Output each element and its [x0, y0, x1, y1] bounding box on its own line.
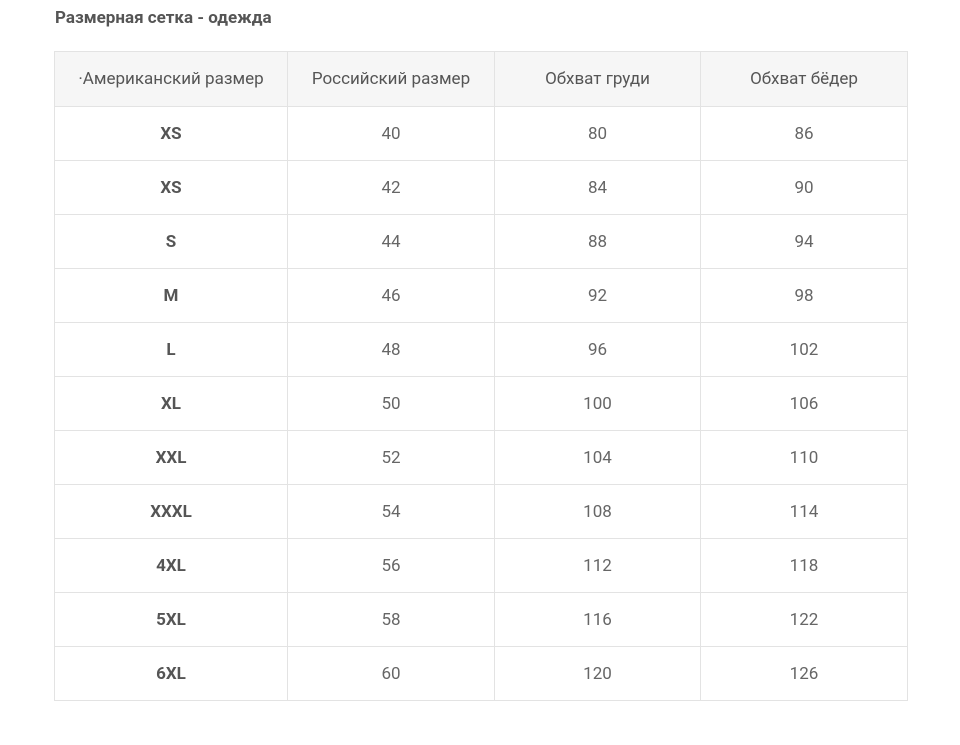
measure-cell: 84 [494, 160, 701, 215]
measure-cell: 94 [700, 214, 908, 269]
measure-cell: 100 [494, 376, 701, 431]
measure-cell: 44 [287, 214, 495, 269]
measure-cell: 40 [287, 106, 495, 161]
table-body: XS 40 80 86 XS 42 84 90 S 44 88 94 M 46 92 98 L 48 96 102 XL… [54, 106, 908, 701]
table-row: 6XL 60 120 126 [54, 646, 908, 701]
header-cell: ·Американский размер [54, 51, 288, 107]
measure-cell: 120 [494, 646, 701, 701]
table-row: 5XL 58 116 122 [54, 592, 908, 647]
measure-cell: 106 [700, 376, 908, 431]
measure-cell: 90 [700, 160, 908, 215]
measure-cell: 98 [700, 268, 908, 323]
measure-cell: 42 [287, 160, 495, 215]
size-cell: S [54, 214, 288, 269]
measure-cell: 60 [287, 646, 495, 701]
measure-cell: 116 [494, 592, 701, 647]
header-cell: Обхват груди [494, 51, 701, 107]
table-row: XS 42 84 90 [54, 160, 908, 215]
header-cell: Обхват бёдер [700, 51, 908, 107]
size-table: ·Американский размер Российский размер Обх… [54, 51, 908, 701]
size-cell: XS [54, 106, 288, 161]
table-row: XL 50 100 106 [54, 376, 908, 431]
measure-cell: 118 [700, 538, 908, 593]
measure-cell: 112 [494, 538, 701, 593]
measure-cell: 48 [287, 322, 495, 377]
table-row: XS 40 80 86 [54, 106, 908, 161]
table-row: XXL 52 104 110 [54, 430, 908, 485]
header-cell: Российский размер [287, 51, 495, 107]
measure-cell: 58 [287, 592, 495, 647]
size-cell: XL [54, 376, 288, 431]
size-cell: 5XL [54, 592, 288, 647]
measure-cell: 114 [700, 484, 908, 539]
measure-cell: 110 [700, 430, 908, 485]
measure-cell: 52 [287, 430, 495, 485]
header-row: ·Американский размер Российский размер Обх… [54, 51, 908, 107]
size-cell: XXL [54, 430, 288, 485]
measure-cell: 80 [494, 106, 701, 161]
measure-cell: 104 [494, 430, 701, 485]
table-row: L 48 96 102 [54, 322, 908, 377]
measure-cell: 126 [700, 646, 908, 701]
measure-cell: 88 [494, 214, 701, 269]
page-title: Размерная сетка - одежда [55, 8, 272, 28]
measure-cell: 86 [700, 106, 908, 161]
table-row: S 44 88 94 [54, 214, 908, 269]
size-cell: M [54, 268, 288, 323]
measure-cell: 50 [287, 376, 495, 431]
measure-cell: 54 [287, 484, 495, 539]
measure-cell: 122 [700, 592, 908, 647]
size-cell: 6XL [54, 646, 288, 701]
measure-cell: 108 [494, 484, 701, 539]
size-cell: XXXL [54, 484, 288, 539]
size-cell: L [54, 322, 288, 377]
measure-cell: 96 [494, 322, 701, 377]
size-cell: 4XL [54, 538, 288, 593]
measure-cell: 92 [494, 268, 701, 323]
table-row: M 46 92 98 [54, 268, 908, 323]
table-row: 4XL 56 112 118 [54, 538, 908, 593]
size-cell: XS [54, 160, 288, 215]
measure-cell: 56 [287, 538, 495, 593]
table-row: XXXL 54 108 114 [54, 484, 908, 539]
measure-cell: 102 [700, 322, 908, 377]
measure-cell: 46 [287, 268, 495, 323]
